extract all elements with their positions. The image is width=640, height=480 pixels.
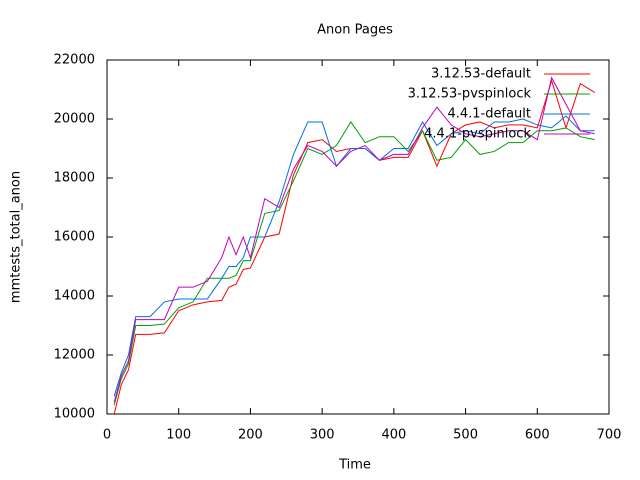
series-line <box>113 121 595 406</box>
x-tick-label: 0 <box>103 428 111 443</box>
series-line <box>113 76 595 403</box>
x-tick-label: 700 <box>597 428 622 443</box>
y-axis-label: mmtests_total_anon <box>9 171 24 303</box>
x-tick-label: 500 <box>453 428 478 443</box>
chart-title: Anon Pages <box>317 23 393 38</box>
plot-border <box>106 59 610 415</box>
x-tick-label: 100 <box>166 428 191 443</box>
y-tick-label: 18000 <box>54 171 95 186</box>
x-tick-label: 200 <box>238 428 263 443</box>
legend-label: 4.4.1-default <box>447 107 531 122</box>
x-axis-label: Time <box>338 458 371 473</box>
legend-label: 3.12.53-default <box>431 67 531 82</box>
y-tick-label: 12000 <box>54 348 95 363</box>
legend-label: 4.4.1-pvspinlock <box>424 127 531 142</box>
x-tick-label: 400 <box>381 428 406 443</box>
y-tick-label: 10000 <box>54 407 95 422</box>
legend-label: 3.12.53-pvspinlock <box>408 87 532 102</box>
series-line <box>113 115 595 397</box>
y-tick-label: 22000 <box>54 53 95 68</box>
x-tick-label: 600 <box>525 428 550 443</box>
y-tick-label: 14000 <box>54 289 95 304</box>
y-tick-label: 20000 <box>54 112 95 127</box>
x-tick-label: 300 <box>310 428 335 443</box>
y-tick-label: 16000 <box>54 230 95 245</box>
